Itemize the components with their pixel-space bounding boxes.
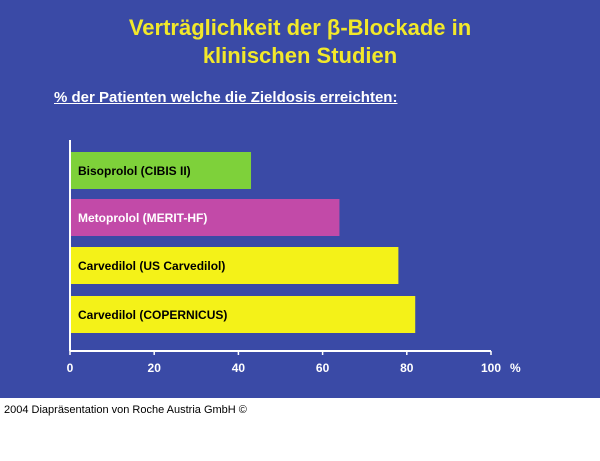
bar-label-1: Bisoprolol (CIBIS II) [78,164,191,178]
slide-title-line2: klinischen Studien [202,43,398,68]
bar-3 [70,247,399,284]
bar-label-2: Metoprolol (MERIT-HF) [78,211,207,225]
bar-2 [70,199,340,236]
bar-label-3: Carvedilol (US Carvedilol) [78,259,225,273]
x-tick-label-60: 60 [316,361,330,375]
bar-label-4: Carvedilol (COPERNICUS) [78,308,227,322]
chart-subtitle: % der Patienten welche die Zieldosis err… [54,89,398,106]
x-tick-label-20: 20 [148,361,162,375]
x-tick-label-0: 0 [67,361,74,375]
slide-title-line1: Verträglichkeit der β-Blockade in [128,15,472,40]
bar-4 [70,296,416,333]
slide-title: Verträglichkeit der β-Blockade in klinis… [0,14,600,70]
x-tick-label-100: 100 [481,361,501,375]
x-axis-unit-label: % [510,361,521,375]
x-tick-label-40: 40 [232,361,246,375]
bar-1 [70,152,252,189]
x-tick-label-80: 80 [400,361,414,375]
copyright-footer: 2004 Diapräsentation von Roche Austria G… [4,404,247,416]
bar-chart: Bisoprolol (CIBIS II) Metoprolol (MERIT-H… [67,140,521,375]
